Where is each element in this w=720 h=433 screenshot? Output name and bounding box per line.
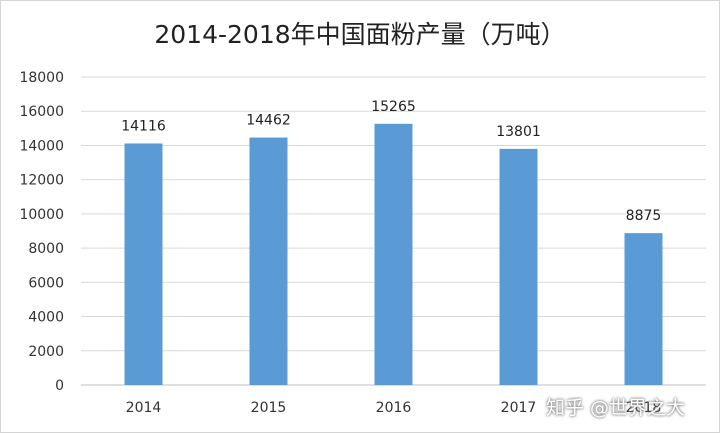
x-tick-label: 2014 (126, 400, 162, 416)
data-label: 8875 (626, 208, 662, 224)
x-tick-label: 2018 (626, 400, 662, 416)
bar (249, 137, 288, 385)
watermark: 知乎 @世界之大 (546, 397, 686, 419)
x-tick-label: 2015 (251, 400, 287, 416)
bar (624, 233, 663, 385)
x-tick-label: 2016 (376, 400, 412, 416)
data-label: 13801 (496, 124, 541, 140)
y-tick-label: 8000 (28, 241, 64, 257)
y-tick-label: 4000 (28, 310, 64, 326)
bar (374, 123, 413, 385)
x-tick-label: 2017 (501, 400, 537, 416)
y-tick-label: 16000 (19, 104, 64, 120)
data-label: 15265 (371, 99, 416, 115)
y-tick-label: 18000 (19, 70, 64, 86)
y-tick-label: 6000 (28, 275, 64, 291)
chart-title: 2014-2018年中国面粉产量（万吨） (154, 20, 566, 49)
bar (499, 148, 538, 385)
y-tick-label: 2000 (28, 344, 64, 360)
bar (124, 143, 163, 385)
y-tick-label: 12000 (19, 173, 64, 189)
data-label: 14116 (121, 118, 166, 134)
y-tick-label: 0 (55, 378, 64, 394)
y-tick-label: 14000 (19, 138, 64, 154)
y-tick-label: 10000 (19, 207, 64, 223)
data-label: 14462 (246, 113, 291, 129)
